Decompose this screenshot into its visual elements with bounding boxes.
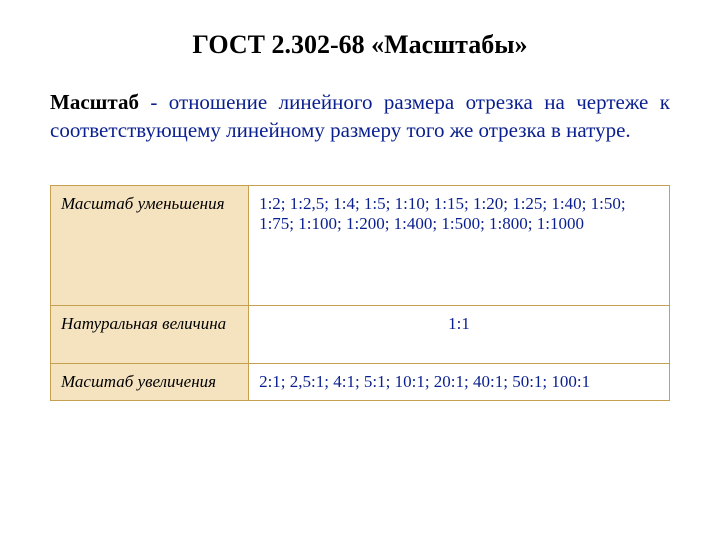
row-label-natural: Натуральная величина [51, 305, 249, 363]
row-label-reduce: Масштаб уменьшения [51, 185, 249, 305]
scale-table: Масштаб уменьшения 1:2; 1:2,5; 1:4; 1:5;… [50, 185, 670, 401]
row-value-enlarge: 2:1; 2,5:1; 4:1; 5:1; 10:1; 20:1; 40:1; … [249, 363, 670, 400]
row-value-natural: 1:1 [249, 305, 670, 363]
definition-separator: - [139, 90, 169, 114]
row-label-enlarge: Масштаб увеличения [51, 363, 249, 400]
table-row: Натуральная величина 1:1 [51, 305, 670, 363]
row-value-reduce: 1:2; 1:2,5; 1:4; 1:5; 1:10; 1:15; 1:20; … [249, 185, 670, 305]
table-row: Масштаб уменьшения 1:2; 1:2,5; 1:4; 1:5;… [51, 185, 670, 305]
table-row: Масштаб увеличения 2:1; 2,5:1; 4:1; 5:1;… [51, 363, 670, 400]
page-title: ГОСТ 2.302-68 «Масштабы» [50, 30, 670, 60]
definition-paragraph: Масштаб - отношение линейного размера от… [50, 88, 670, 145]
definition-term: Масштаб [50, 90, 139, 114]
